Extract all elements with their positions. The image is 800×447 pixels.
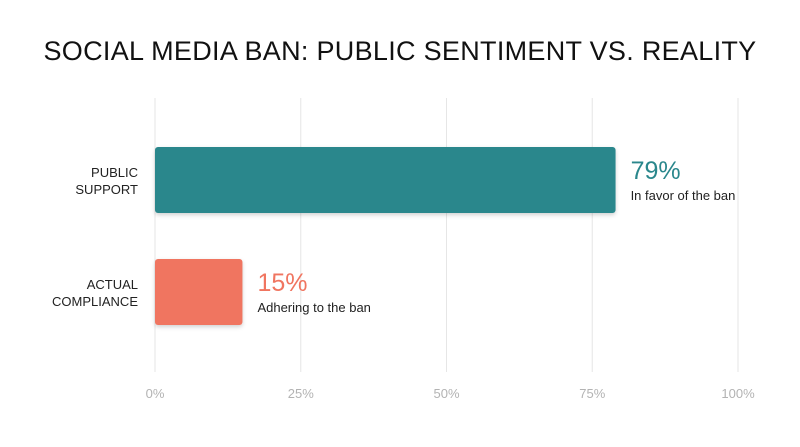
- x-tick-label: 75%: [579, 386, 605, 401]
- x-tick-label: 25%: [288, 386, 314, 401]
- gridlines: [154, 98, 739, 372]
- annotation: In favor of the ban: [631, 188, 736, 203]
- x-tick-label: 0%: [146, 386, 165, 401]
- bars: [155, 147, 616, 325]
- category-label: ACTUAL COMPLIANCE: [52, 277, 138, 309]
- chart-title: SOCIAL MEDIA BAN: PUBLIC SENTIMENT VS. R…: [43, 36, 757, 66]
- category-label-line: COMPLIANCE: [52, 294, 138, 309]
- x-tick-label: 100%: [721, 386, 755, 401]
- data-label: 79%: [631, 157, 681, 185]
- data-label: 15%: [257, 269, 307, 297]
- x-axis-ticks: 0% 25% 50% 75% 100%: [146, 386, 755, 401]
- category-label: PUBLIC SUPPORT: [75, 165, 138, 197]
- x-tick-label: 50%: [433, 386, 459, 401]
- bar: [155, 147, 616, 213]
- annotation: Adhering to the ban: [257, 300, 370, 315]
- category-label-line: PUBLIC: [91, 165, 138, 180]
- category-label-line: SUPPORT: [75, 182, 138, 197]
- labels: PUBLIC SUPPORT 79% In favor of the ban ACTUA…: [52, 157, 735, 315]
- category-label-line: ACTUAL: [87, 277, 138, 292]
- bar: [155, 259, 243, 325]
